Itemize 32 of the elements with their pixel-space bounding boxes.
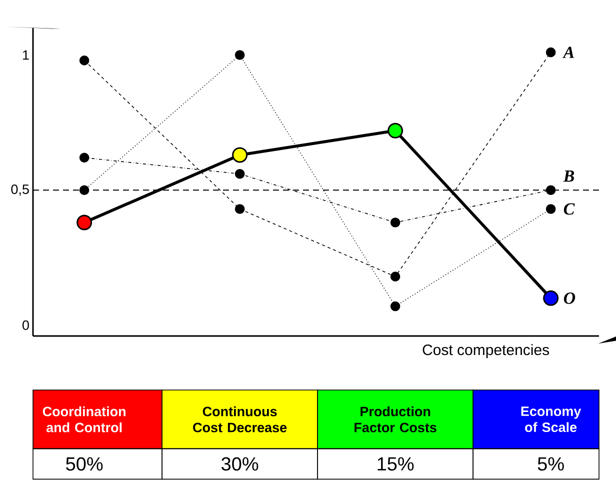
x-tick-label: Economy of Scale	[521, 406, 582, 432]
series-label: C	[564, 203, 575, 215]
point	[390, 218, 400, 228]
x-tick-label: Continuous Cost Decrease	[193, 406, 287, 432]
x-tick-label: Production Factor Costs	[354, 406, 436, 432]
point	[79, 185, 90, 196]
point	[234, 204, 245, 214]
point	[232, 147, 248, 163]
point	[76, 214, 92, 230]
series-label: B	[563, 170, 574, 182]
text: 30%	[222, 457, 258, 471]
point	[546, 185, 556, 196]
point	[546, 47, 556, 58]
series-label: A	[562, 46, 574, 58]
text: 15%	[378, 457, 414, 471]
point	[390, 301, 400, 312]
y-tick-label: 0,5	[11, 184, 29, 196]
point	[546, 204, 556, 214]
y-tick-label: 0	[22, 320, 29, 330]
point	[234, 168, 245, 179]
y-tick-label: 1	[23, 50, 29, 60]
text: 50%	[66, 457, 103, 471]
text: 5%	[538, 457, 564, 471]
point	[388, 122, 404, 138]
point	[79, 152, 90, 163]
point	[234, 50, 245, 60]
x-tick-label: Coordination and Control	[42, 406, 126, 432]
x-axis-title: Cost competencies	[422, 344, 550, 358]
point	[390, 272, 400, 282]
series-label: O	[564, 292, 576, 304]
point	[543, 290, 559, 306]
point	[79, 56, 90, 66]
